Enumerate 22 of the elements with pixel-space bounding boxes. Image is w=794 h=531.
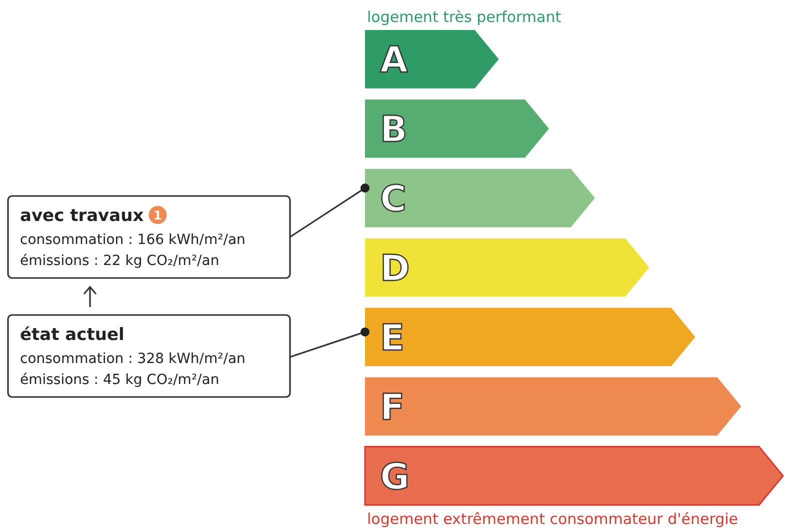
bar [365,308,696,366]
text: consommation : 166 kWh/m²/an [20,232,246,248]
y-tick-label: B [380,110,408,151]
bar [365,168,595,228]
y-tick-label: F [380,387,405,428]
text: consommation : 328 kWh/m²/an [20,351,246,367]
text: avec travaux [20,206,144,226]
text: émissions : 45 kg CO₂/m²/an [20,372,220,388]
annotation: logement extrêmement consommateur d'énergie [367,510,738,528]
y-tick-label: G [380,456,410,498]
y-tick-label: E [380,318,405,359]
bar [364,446,784,506]
chart-title: logement très performant [367,8,562,26]
y-tick-label: A [380,40,408,82]
y-tick-label: D [380,248,410,290]
bar [365,377,742,436]
y-tick-label: C [380,179,406,220]
footnote-badge: 1 [148,206,167,224]
text: état actuel [20,325,124,345]
bar [365,238,650,297]
bar [365,99,549,158]
text: émissions : 22 kg CO₂/m²/an [20,253,220,269]
